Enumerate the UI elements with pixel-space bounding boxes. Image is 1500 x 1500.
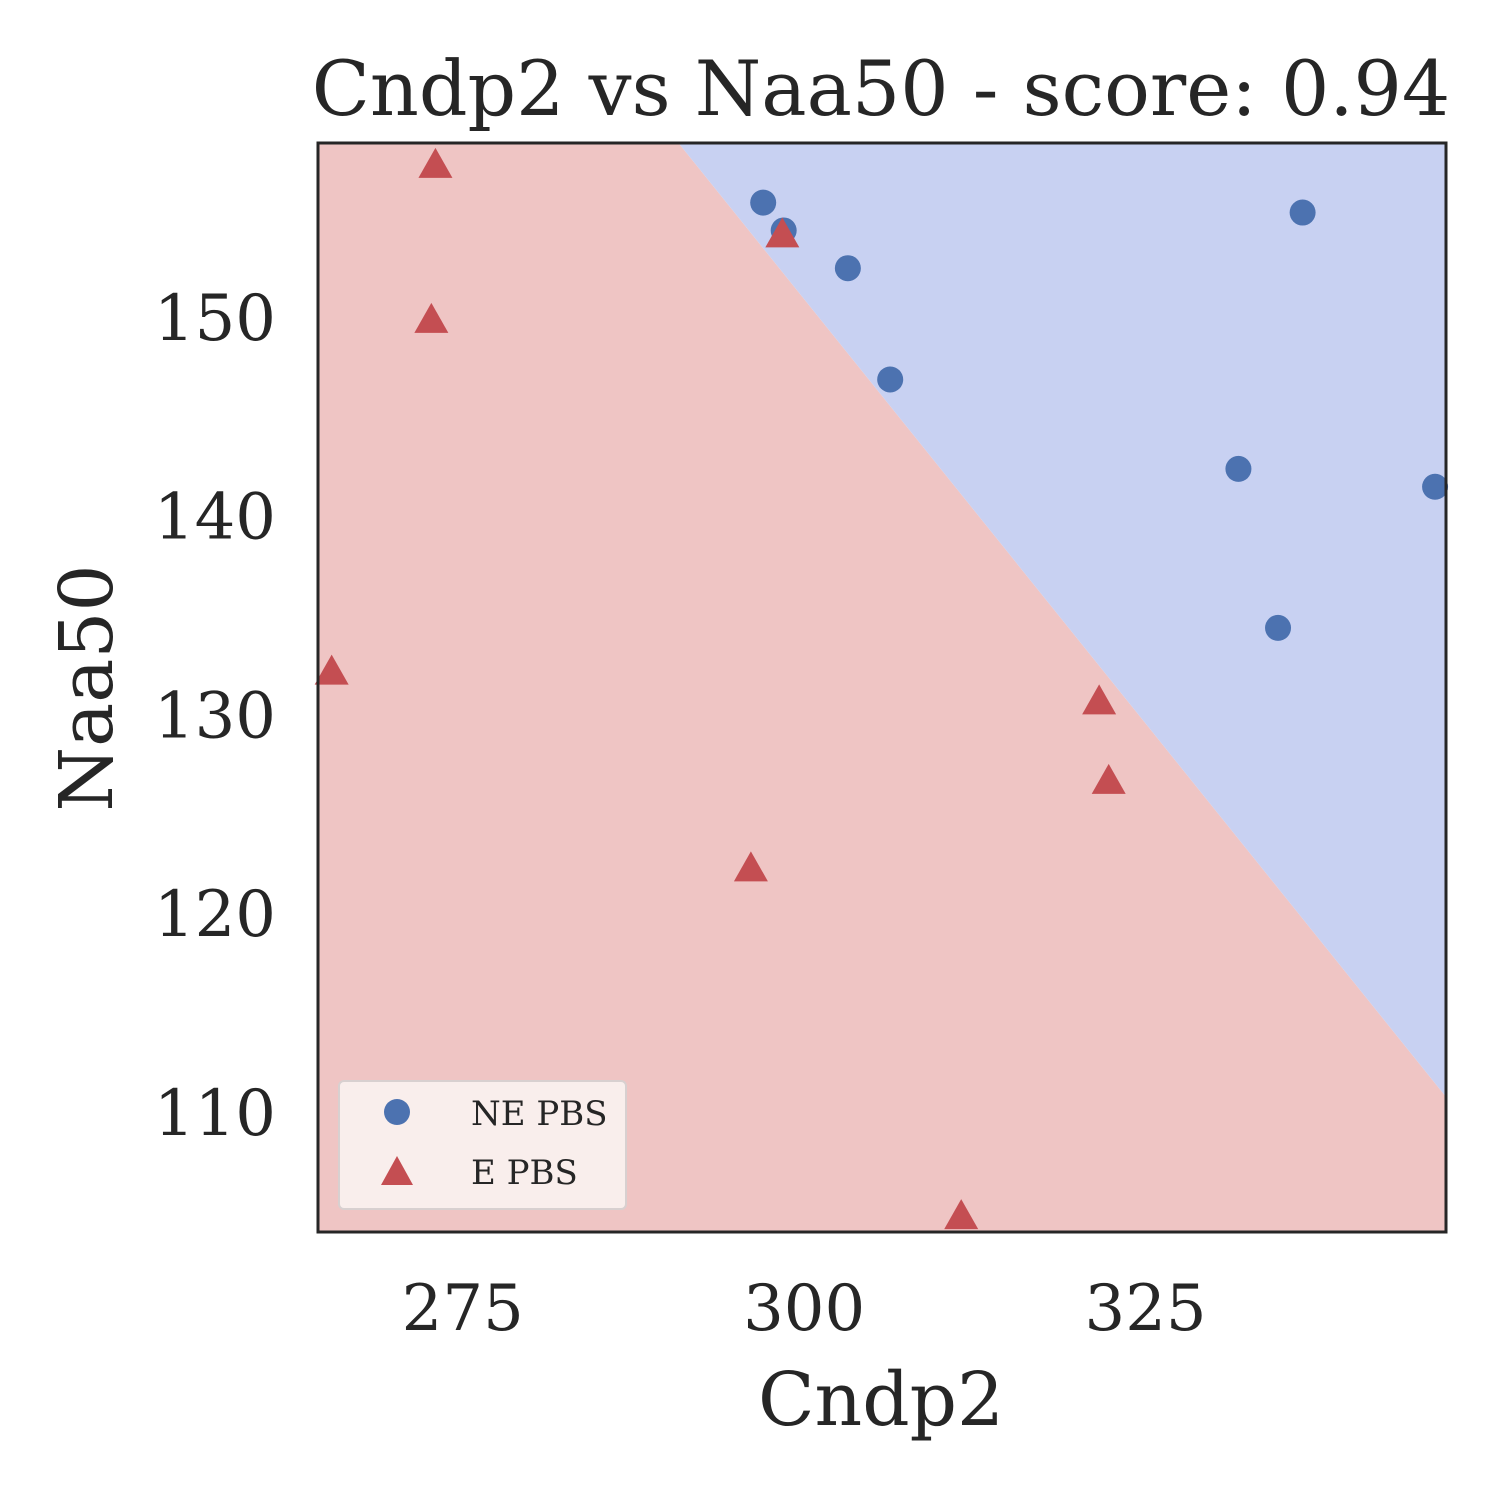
y-tick-labels: 110 120 130 140 150 (154, 282, 276, 1151)
plot-frame (316, 141, 1448, 1234)
region-e-pbs (318, 143, 1446, 1232)
e-pbs-point-3 (765, 217, 800, 248)
e-pbs-point-6 (1091, 763, 1126, 794)
x-tick-label-325: 325 (1084, 1272, 1206, 1346)
plot-area (314, 141, 1449, 1234)
legend-box (338, 1080, 627, 1210)
x-tick-label-275: 275 (402, 1272, 524, 1346)
region-ne-pbs (678, 143, 1446, 1097)
x-tick-labels: 275 300 325 (402, 1272, 1207, 1346)
chart-title: Cndp2 vs Naa50 - score: 0.94 (312, 44, 1450, 133)
legend-label-ne-pbs: NE PBS (471, 1094, 608, 1134)
y-tick-label-130: 130 (154, 679, 276, 753)
ne-pbs-point-2 (834, 255, 861, 282)
y-tick-label-150: 150 (154, 282, 276, 356)
legend: NE PBS E PBS (338, 1080, 627, 1210)
e-pbs-point-7 (944, 1199, 979, 1230)
y-tick-label-120: 120 (154, 878, 276, 952)
ne-pbs-point-6 (1265, 614, 1292, 641)
legend-marker-e-pbs (381, 1156, 413, 1185)
data-points (314, 147, 1449, 1230)
e-pbs-point-0 (418, 147, 453, 178)
e-pbs-point-1 (414, 302, 449, 333)
ne-pbs-point-4 (1225, 455, 1252, 482)
ne-pbs-point-0 (750, 189, 777, 216)
legend-label-e-pbs: E PBS (471, 1153, 578, 1193)
y-axis-label: Naa50 (44, 564, 130, 811)
x-axis-label: Cndp2 (758, 1357, 1004, 1443)
ne-pbs-point-3 (877, 366, 904, 393)
y-tick-label-140: 140 (154, 481, 276, 555)
y-tick-label-110: 110 (154, 1077, 276, 1151)
ne-pbs-point-5 (1289, 199, 1316, 226)
legend-marker-ne-pbs (384, 1099, 410, 1125)
e-pbs-point-5 (1082, 684, 1117, 715)
e-pbs-point-4 (733, 851, 768, 882)
e-pbs-point-2 (314, 654, 349, 685)
ne-pbs-point-7 (1422, 473, 1449, 500)
x-tick-label-300: 300 (743, 1272, 865, 1346)
